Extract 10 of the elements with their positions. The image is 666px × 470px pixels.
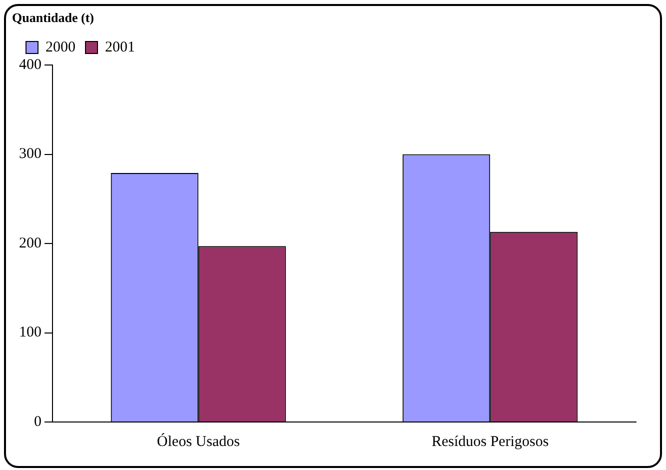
x-tick-label: Resíduos Perigosos <box>432 434 549 450</box>
x-tick-label: Óleos Usados <box>156 432 240 450</box>
y-tick-label: 0 <box>34 414 42 430</box>
y-axis-title: Quantidade (t) <box>12 10 94 25</box>
y-tick-label: 400 <box>19 56 42 73</box>
legend-label: 2001 <box>105 39 135 56</box>
y-tick-label: 100 <box>19 324 42 341</box>
y-tick-label: 300 <box>19 146 42 162</box>
y-tick-label: 200 <box>19 235 42 252</box>
legend-label: 2000 <box>46 39 76 56</box>
